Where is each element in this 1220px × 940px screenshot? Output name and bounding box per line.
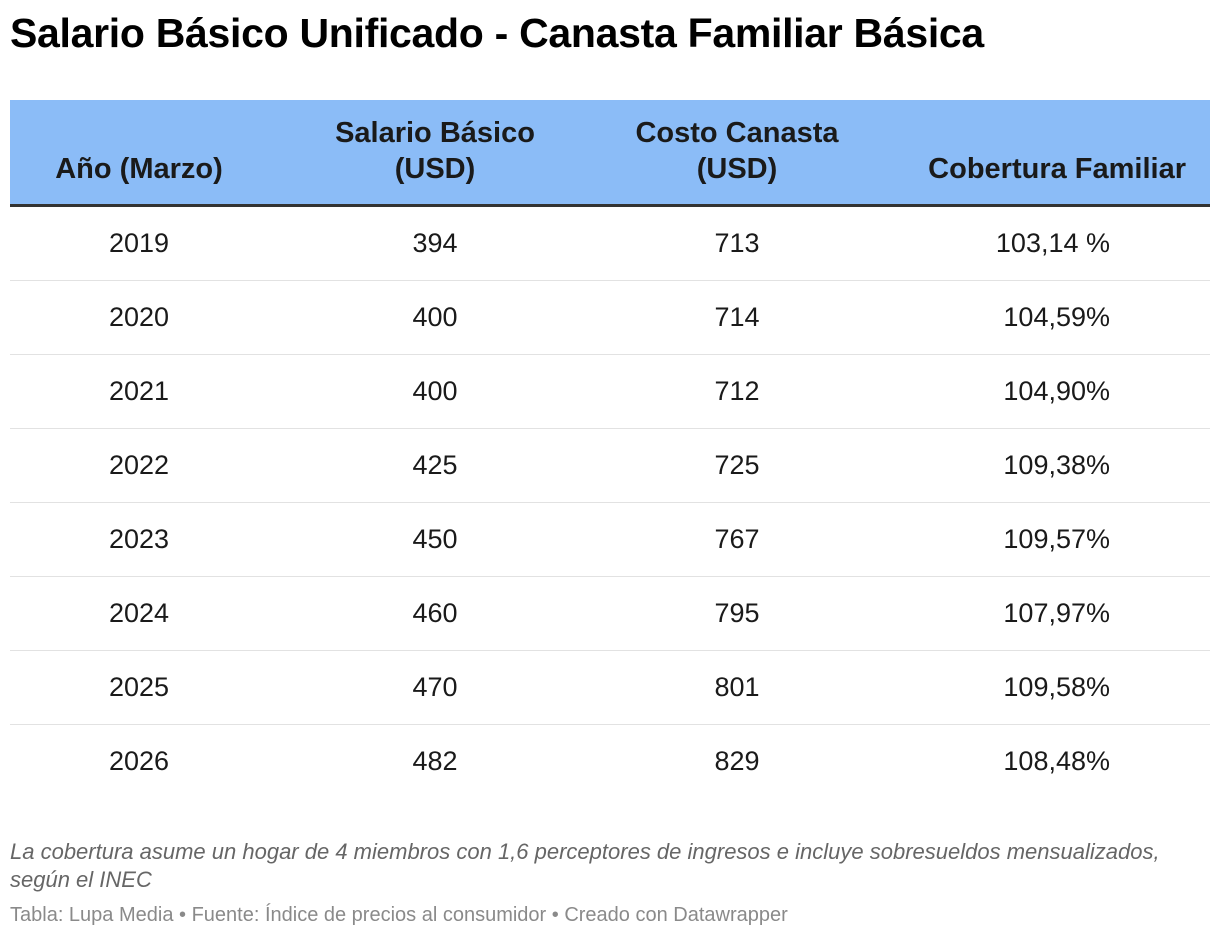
cell-year: 2023 [108,524,170,554]
cell-basket-cost: 725 [714,450,760,480]
cell-basket-cost: 714 [714,302,760,332]
column-header-basket-cost: Costo Canasta (USD) [602,115,872,204]
cell-coverage: 103,14 % [995,228,1110,258]
cell-coverage: 104,59% [1003,302,1110,332]
column-header-year: Año (Marzo) [10,151,268,204]
data-table: Año (Marzo) Salario Básico (USD) Costo C… [10,100,1210,798]
cell-salary: 394 [412,228,458,258]
cell-basket-cost: 829 [714,746,760,776]
table-row: 2024 460 795 107,97% [10,577,1210,651]
cell-coverage: 109,58% [1003,672,1110,702]
table-row: 2021 400 712 104,90% [10,355,1210,429]
cell-year: 2025 [108,672,170,702]
table-row: 2026 482 829 108,48% [10,725,1210,798]
column-header-basket-cost-line1: Costo Canasta [635,117,839,149]
cell-salary: 400 [412,302,458,332]
cell-year: 2024 [108,598,170,628]
table-row: 2025 470 801 109,58% [10,651,1210,725]
column-header-coverage: Cobertura Familiar [872,151,1210,204]
cell-basket-cost: 713 [714,228,760,258]
cell-year: 2020 [108,302,170,332]
column-header-salary-line2: (USD) [394,153,476,185]
cell-salary: 425 [412,450,458,480]
cell-year: 2021 [108,376,170,406]
cell-coverage: 108,48% [1003,746,1110,776]
table-row: 2020 400 714 104,59% [10,281,1210,355]
column-header-coverage-line1: Cobertura Familiar [928,153,1186,185]
table-header: Año (Marzo) Salario Básico (USD) Costo C… [10,100,1210,207]
cell-basket-cost: 767 [714,524,760,554]
table-source: Tabla: Lupa Media • Fuente: Índice de pr… [10,904,788,926]
cell-coverage: 104,90% [1003,376,1110,406]
column-header-salary: Salario Básico (USD) [268,115,602,204]
table-body: 2019 394 713 103,14 % 2020 400 714 104,59% 2021 4… [10,207,1210,798]
cell-salary: 470 [412,672,458,702]
table-row: 2023 450 767 109,57% [10,503,1210,577]
column-header-salary-line1: Salario Básico [335,117,535,149]
cell-coverage: 107,97% [1003,598,1110,628]
column-header-year-line1: Año (Marzo) [55,153,223,185]
cell-year: 2022 [108,450,170,480]
column-header-basket-cost-line2: (USD) [696,153,778,185]
cell-salary: 400 [412,376,458,406]
cell-year: 2026 [108,746,170,776]
cell-salary: 482 [412,746,458,776]
cell-coverage: 109,38% [1003,450,1110,480]
cell-salary: 460 [412,598,458,628]
cell-basket-cost: 801 [714,672,760,702]
cell-basket-cost: 712 [714,376,760,406]
cell-coverage: 109,57% [1003,524,1110,554]
table-row: 2022 425 725 109,38% [10,429,1210,503]
cell-year: 2019 [108,228,170,258]
cell-salary: 450 [412,524,458,554]
table-row: 2019 394 713 103,14 % [10,207,1210,281]
cell-basket-cost: 795 [714,598,760,628]
table-note: La cobertura asume un hogar de 4 miembro… [10,839,1160,892]
chart-title: Salario Básico Unificado - Canasta Famil… [10,10,984,56]
